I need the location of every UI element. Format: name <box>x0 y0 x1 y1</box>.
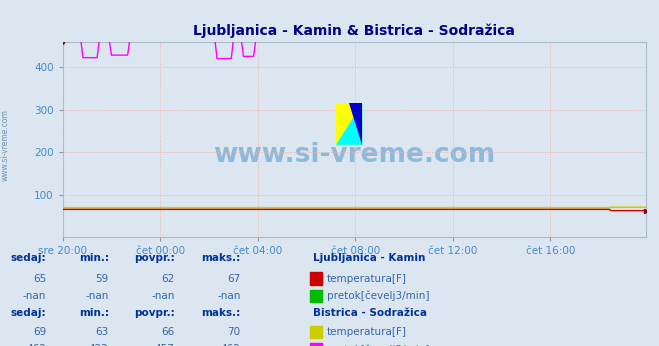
Text: 462: 462 <box>26 345 46 346</box>
Text: 457: 457 <box>155 345 175 346</box>
Text: Ljubljanica - Kamin: Ljubljanica - Kamin <box>313 253 426 263</box>
Text: povpr.:: povpr.: <box>134 253 175 263</box>
Text: www.si-vreme.com: www.si-vreme.com <box>1 109 10 181</box>
Text: maks.:: maks.: <box>201 308 241 318</box>
Text: -nan: -nan <box>86 291 109 301</box>
Title: Ljubljanica - Kamin & Bistrica - Sodražica: Ljubljanica - Kamin & Bistrica - Sodraži… <box>193 23 515 38</box>
Text: -nan: -nan <box>23 291 46 301</box>
Text: Bistrica - Sodražica: Bistrica - Sodražica <box>313 308 427 318</box>
Text: min.:: min.: <box>78 308 109 318</box>
Text: -nan: -nan <box>152 291 175 301</box>
Text: sedaj:: sedaj: <box>11 308 46 318</box>
Text: min.:: min.: <box>78 253 109 263</box>
Text: 66: 66 <box>161 327 175 337</box>
Text: maks.:: maks.: <box>201 253 241 263</box>
Text: 462: 462 <box>221 345 241 346</box>
Text: 65: 65 <box>33 274 46 283</box>
Text: 422: 422 <box>89 345 109 346</box>
Text: povpr.:: povpr.: <box>134 308 175 318</box>
Text: pretok[čevelj3/min]: pretok[čevelj3/min] <box>327 291 430 301</box>
Text: 67: 67 <box>227 274 241 283</box>
Text: 69: 69 <box>33 327 46 337</box>
Text: 62: 62 <box>161 274 175 283</box>
Text: www.si-vreme.com: www.si-vreme.com <box>213 142 496 168</box>
Text: sedaj:: sedaj: <box>11 253 46 263</box>
Text: 59: 59 <box>96 274 109 283</box>
Text: 70: 70 <box>227 327 241 337</box>
Text: temperatura[F]: temperatura[F] <box>327 327 407 337</box>
Text: temperatura[F]: temperatura[F] <box>327 274 407 283</box>
Text: 63: 63 <box>96 327 109 337</box>
Text: pretok[čevelj3/min]: pretok[čevelj3/min] <box>327 344 430 346</box>
Text: -nan: -nan <box>217 291 241 301</box>
